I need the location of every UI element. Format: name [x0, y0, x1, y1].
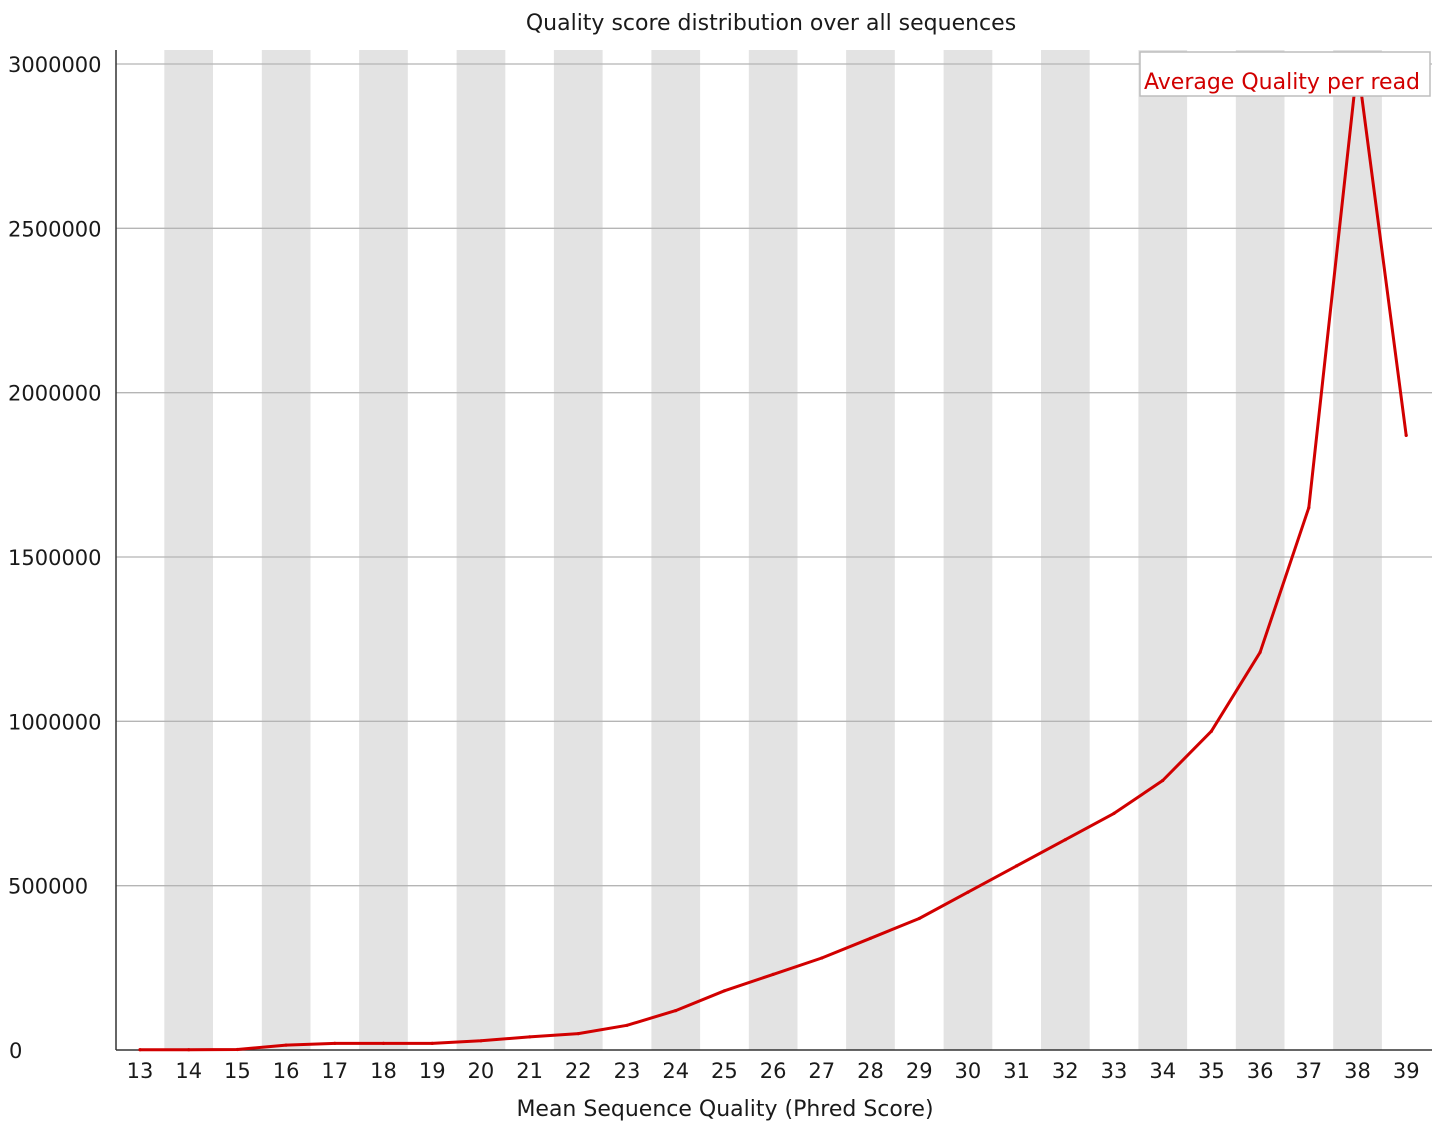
data-point-19	[430, 1041, 434, 1045]
data-point-37	[1307, 506, 1311, 510]
column-band-36	[1235, 50, 1285, 1050]
x-tick-label-18: 18	[370, 1059, 397, 1083]
data-point-14	[187, 1048, 191, 1052]
column-band-18	[359, 50, 408, 1050]
data-point-22	[576, 1032, 580, 1036]
x-tick-label-24: 24	[662, 1059, 689, 1083]
chart-title: Quality score distribution over all sequ…	[526, 11, 1016, 36]
x-tick-label-13: 13	[127, 1059, 154, 1083]
data-point-36	[1258, 650, 1262, 654]
column-band-26	[748, 50, 798, 1050]
x-tick-label-19: 19	[419, 1059, 446, 1083]
axes	[115, 50, 1432, 1051]
y-tick-label-500000: 500000	[8, 875, 88, 899]
column-band-22	[553, 50, 603, 1050]
x-tick-label-14: 14	[175, 1059, 202, 1083]
x-tick-label-35: 35	[1198, 1059, 1225, 1083]
x-tick-label-29: 29	[906, 1059, 933, 1083]
data-point-23	[625, 1023, 629, 1027]
y-tick-labels: 0 500000 1000000 1500000 2000000 2500000 30000…	[8, 53, 102, 1063]
column-band-20	[456, 50, 506, 1050]
y-tick-label-3000000: 3000000	[8, 53, 102, 77]
column-band-34	[1138, 50, 1188, 1050]
data-point-18	[381, 1041, 386, 1045]
data-point-32	[1063, 838, 1067, 842]
data-point-34	[1161, 778, 1165, 783]
x-tick-label-27: 27	[808, 1059, 835, 1083]
data-point-24	[674, 1009, 678, 1013]
data-point-35	[1209, 729, 1213, 733]
x-tick-label-23: 23	[614, 1059, 641, 1083]
x-tick-label-38: 38	[1344, 1059, 1371, 1083]
column-band-28	[846, 50, 895, 1050]
data-point-13	[138, 1048, 142, 1052]
data-point-15	[235, 1047, 239, 1052]
x-tick-label-37: 37	[1295, 1059, 1322, 1083]
x-tick-label-31: 31	[1003, 1059, 1030, 1083]
x-tick-label-16: 16	[273, 1059, 300, 1083]
column-band-32	[1041, 50, 1090, 1050]
x-tick-label-25: 25	[711, 1059, 738, 1083]
data-point-21	[528, 1035, 532, 1039]
data-point-17	[333, 1041, 337, 1045]
data-point-33	[1112, 811, 1116, 816]
column-band-24	[651, 50, 701, 1050]
legend-label-average-quality-per-read: Average Quality per read	[1144, 70, 1420, 95]
x-tick-label-36: 36	[1247, 1059, 1274, 1083]
data-point-25	[722, 989, 727, 993]
series-layer	[138, 62, 1408, 1052]
data-point-30	[966, 890, 970, 894]
data-point-27	[820, 956, 824, 960]
x-tick-label-30: 30	[955, 1059, 982, 1083]
x-tick-label-15: 15	[224, 1059, 251, 1083]
y-tick-label-2500000: 2500000	[8, 217, 102, 241]
x-tick-label-17: 17	[321, 1059, 348, 1083]
column-band-16	[261, 50, 311, 1050]
x-tick-label-34: 34	[1149, 1059, 1176, 1083]
column-bands	[164, 50, 1382, 1050]
data-point-39	[1404, 433, 1408, 437]
x-tick-label-33: 33	[1101, 1059, 1128, 1083]
data-point-26	[771, 972, 775, 977]
data-point-20	[479, 1039, 483, 1043]
column-band-14	[164, 50, 213, 1050]
legend: Average Quality per read	[1139, 51, 1431, 97]
y-tick-label-0: 0	[9, 1039, 22, 1063]
data-point-16	[284, 1043, 288, 1047]
data-point-29	[917, 916, 921, 921]
x-axis-label: Mean Sequence Quality (Phred Score)	[516, 1097, 933, 1122]
data-point-31	[1015, 864, 1019, 868]
x-tick-label-39: 39	[1393, 1059, 1420, 1083]
x-tick-label-20: 20	[468, 1059, 495, 1083]
y-tick-label-2000000: 2000000	[8, 382, 102, 406]
x-tick-label-26: 26	[760, 1059, 787, 1083]
x-tick-label-28: 28	[857, 1059, 884, 1083]
y-tick-label-1500000: 1500000	[8, 546, 102, 570]
x-tick-label-22: 22	[565, 1059, 592, 1083]
x-tick-labels: 13 14 15 16 17 18 19 20 21 22 23 24 25 26 27 28 29 30 31 32…	[127, 1059, 1420, 1083]
x-tick-label-32: 32	[1052, 1059, 1079, 1083]
data-point-28	[868, 936, 873, 940]
y-tick-label-1000000: 1000000	[8, 710, 102, 734]
x-tick-label-21: 21	[516, 1059, 543, 1083]
legend-box	[1139, 51, 1431, 97]
